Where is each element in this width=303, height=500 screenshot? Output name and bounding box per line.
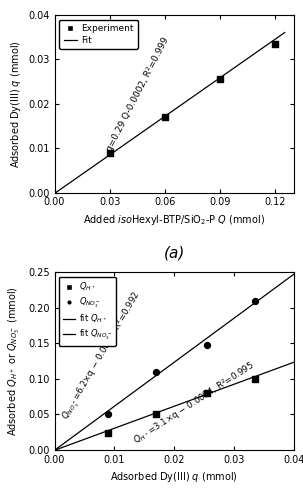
Experiment [218, 76, 223, 84]
Legend: $Q_{H^+}$, $Q_{NO_3^-}$, fit $Q_{H^+}$, fit $Q_{NO_3^-}$: $Q_{H^+}$, $Q_{NO_3^-}$, fit $Q_{H^+}$, … [59, 276, 116, 346]
X-axis label: Adsorbed Dy(III) $q$ (mmol): Adsorbed Dy(III) $q$ (mmol) [110, 470, 238, 484]
Text: $Q_{H^+}$=3.1×q $-$ 0.0004, R²=0.995: $Q_{H^+}$=3.1×q $-$ 0.0004, R²=0.995 [131, 359, 258, 447]
Y-axis label: Adsorbed Dy(III) $q$ (mmol): Adsorbed Dy(III) $q$ (mmol) [8, 40, 23, 168]
Text: $Q_{NO_3^-}$=6.2×q $-$ 0.0004, R²=0.992: $Q_{NO_3^-}$=6.2×q $-$ 0.0004, R²=0.992 [60, 290, 145, 423]
Text: q=0.29 Q-0.0002, R²=0.999: q=0.29 Q-0.0002, R²=0.999 [105, 36, 171, 152]
Text: (a): (a) [164, 246, 185, 261]
Point [106, 410, 111, 418]
Point [106, 429, 111, 437]
Experiment [273, 40, 278, 48]
Point [253, 375, 258, 383]
X-axis label: Added $\it{iso}$Hexyl-BTP/SiO$_2$-P $Q$ (mmol): Added $\it{iso}$Hexyl-BTP/SiO$_2$-P $Q$ … [83, 213, 265, 227]
Point [205, 341, 210, 349]
Y-axis label: Adsorbed $Q_{H^+}$ or $Q_{NO_3^-}$ (mmol): Adsorbed $Q_{H^+}$ or $Q_{NO_3^-}$ (mmol… [7, 286, 22, 436]
Point [154, 368, 159, 376]
Point [154, 410, 159, 418]
Legend: Experiment, Fit: Experiment, Fit [59, 20, 138, 50]
Point [205, 389, 210, 397]
Point [253, 297, 258, 305]
Experiment [163, 113, 168, 121]
Experiment [107, 148, 112, 156]
